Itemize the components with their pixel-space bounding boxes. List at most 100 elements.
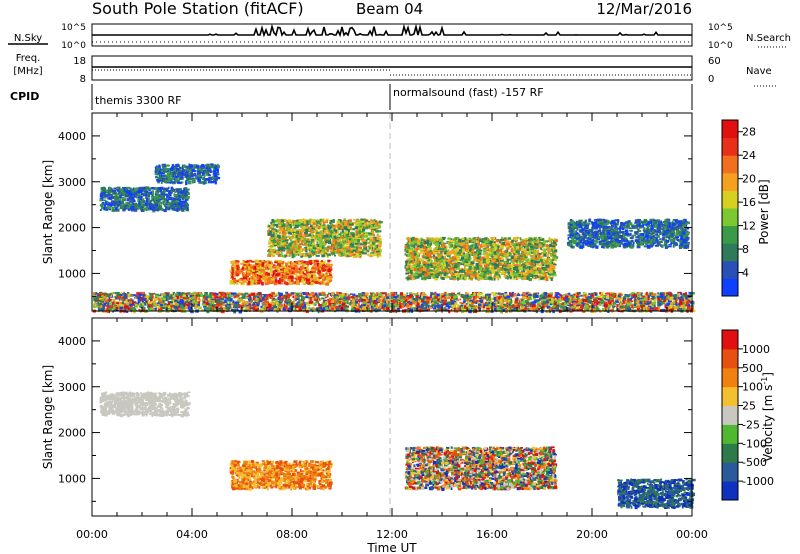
range-gate-cell [344, 224, 348, 227]
cpid-segment-1: themis 3300 RF [95, 94, 182, 107]
range-gate-cell [271, 232, 275, 235]
range-gate-cell [206, 163, 210, 167]
range-gate-cell [550, 267, 554, 270]
range-gate-cell [149, 206, 153, 211]
range-gate-cell [374, 228, 378, 231]
range-gate-cell [481, 268, 484, 272]
range-gate-cell [537, 240, 540, 243]
range-gate-cell [344, 221, 348, 225]
range-gate-cell [485, 242, 490, 246]
range-gate-cell [203, 178, 207, 182]
range-gate-cell [433, 264, 436, 268]
range-gate-cell [539, 238, 543, 241]
range-gate-cell [173, 166, 177, 170]
range-gate-cell [100, 190, 105, 193]
range-gate-cell [306, 261, 310, 264]
range-gate-cell [344, 231, 348, 234]
range-gate-cell [340, 252, 343, 256]
range-gate-cell [439, 271, 443, 275]
range-gate-cell [284, 281, 286, 285]
range-gate-cell [103, 191, 106, 194]
range-gate-cell [335, 251, 338, 254]
range-gate-cell [253, 274, 256, 278]
range-gate-cell [545, 254, 548, 257]
range-gate-cell [310, 238, 313, 242]
range-gate-cell [316, 240, 319, 243]
range-gate-cell [198, 172, 201, 175]
range-gate-cell [478, 260, 480, 263]
range-gate-cell [274, 242, 277, 245]
range-gate-cell [305, 226, 310, 230]
range-gate-cell [256, 276, 260, 280]
range-gate-cell [334, 241, 338, 245]
range-gate-cell [366, 238, 370, 241]
range-gate-cell [180, 195, 185, 199]
range-gate-cell [445, 247, 447, 251]
range-gate-cell [201, 164, 205, 168]
range-gate-cell [134, 208, 138, 212]
range-gate-cell [467, 245, 471, 249]
range-gate-cell [440, 238, 444, 242]
range-gate-cell [363, 241, 368, 245]
range-gate-cell [156, 208, 160, 212]
range-gate-cell [309, 252, 312, 254]
range-gate-cell [145, 191, 149, 193]
range-gate-cell [297, 224, 301, 227]
range-gate-cell [305, 242, 307, 245]
range-gate-cell [552, 244, 557, 247]
nsky-tick-top: 10^5 [61, 23, 86, 33]
range-gate-cell [268, 261, 271, 264]
range-gate-cell [111, 195, 113, 199]
range-gate-cell [186, 205, 189, 208]
range-gate-cell [485, 238, 489, 241]
range-gate-cell [329, 273, 332, 277]
range-gate-cell [547, 248, 551, 251]
range-gate-cell [231, 265, 236, 268]
range-gate-cell [290, 241, 293, 245]
range-gate-cell [449, 241, 453, 244]
range-gate-cell [116, 189, 120, 192]
range-gate-cell [288, 254, 291, 257]
range-gate-cell [272, 277, 274, 279]
range-gate-cell [237, 278, 242, 281]
range-gate-cell [294, 238, 298, 241]
range-gate-cell [300, 255, 303, 258]
range-gate-cell [420, 237, 424, 240]
range-gate-cell [293, 272, 298, 276]
range-gate-cell [186, 192, 190, 196]
range-gate-cell [264, 272, 268, 276]
range-gate-cell [340, 227, 345, 231]
range-gate-cell [304, 267, 308, 270]
range-gate-cell [247, 266, 251, 270]
range-gate-cell [437, 248, 441, 251]
range-gate-cell [495, 249, 498, 254]
range-gate-cell [272, 226, 274, 230]
range-gate-cell [311, 227, 315, 230]
range-gate-cell [501, 263, 505, 266]
range-gate-cell [339, 245, 343, 249]
range-gate-cell [344, 220, 348, 223]
range-gate-cell [310, 254, 314, 256]
range-gate-cell [378, 244, 382, 247]
range-gate-cell [404, 245, 408, 249]
range-gate-cell [135, 193, 139, 196]
range-gate-cell [368, 246, 371, 250]
range-gate-cell [115, 207, 118, 211]
range-gate-cell [374, 244, 377, 248]
range-gate-cell [128, 189, 131, 193]
range-gate-cell [425, 270, 429, 274]
range-gate-cell [494, 253, 498, 257]
range-gate-cell [312, 221, 316, 226]
range-gate-cell [317, 243, 321, 247]
range-gate-cell [279, 269, 284, 272]
range-gate-cell [311, 244, 316, 247]
station-title: South Pole Station (fitACF) [92, 0, 304, 18]
range-gate-cell [288, 231, 291, 235]
range-gate-cell [413, 251, 416, 254]
range-gate-cell [148, 191, 153, 195]
range-gate-cell [197, 168, 201, 171]
range-gate-cell [288, 247, 291, 251]
range-gate-cell [301, 225, 304, 229]
range-gate-cell [285, 241, 288, 244]
range-gate-cell [506, 253, 509, 257]
